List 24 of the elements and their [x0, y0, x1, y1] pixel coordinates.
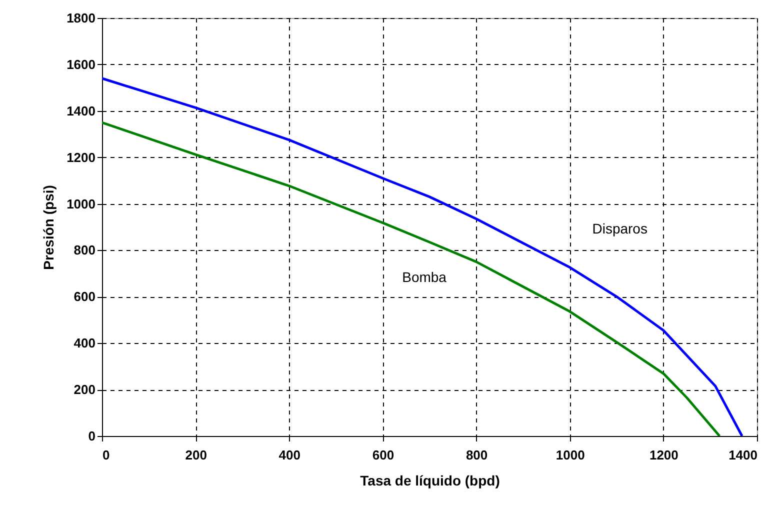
y-tick-label: 400: [74, 336, 96, 351]
y-tick-label: 0: [88, 428, 96, 444]
y-tick-label: 800: [74, 242, 96, 258]
x-axis-title: Tasa de líquido (bpd): [360, 472, 500, 488]
y-axis-title: Presión (psi): [40, 185, 57, 270]
x-tick-label: 0: [102, 448, 110, 462]
y-tick-label: 1200: [66, 150, 96, 165]
x-tick-label: 200: [185, 448, 207, 462]
series-label: Bomba: [402, 268, 447, 285]
x-tick-label: 400: [278, 448, 300, 462]
x-tick-label: 1000: [556, 448, 585, 462]
x-tick-label: 1200: [649, 448, 678, 462]
y-tick-label: 1600: [66, 56, 96, 72]
line-series: [102, 77, 744, 436]
line-series: [102, 121, 721, 436]
y-tick-label: 1400: [66, 103, 96, 118]
x-tick-label: 600: [372, 448, 394, 462]
x-tick-label: 1400: [728, 448, 758, 462]
text: Disparos: [592, 220, 648, 236]
y-tick-label: 1000: [66, 196, 96, 212]
y-tick-label: 200: [74, 382, 96, 398]
y-tick-label: 1800: [66, 10, 96, 26]
x-tick-label: 800: [466, 448, 488, 462]
y-tick-label: 600: [74, 289, 96, 304]
